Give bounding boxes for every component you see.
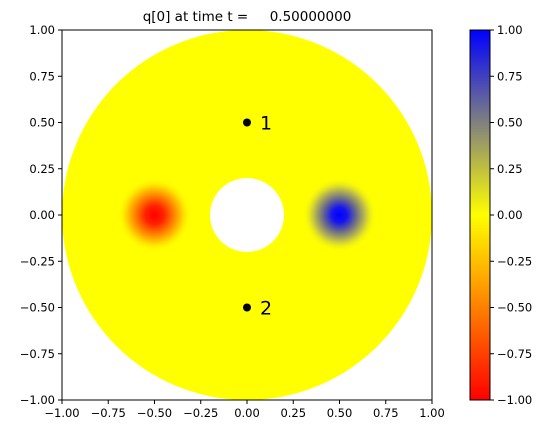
positive-pulse-blob (302, 178, 377, 252)
colorbar-tick-label: −0.50 (497, 301, 532, 315)
x-tick-label: −0.25 (183, 406, 218, 420)
colorbar-tick-label: −0.25 (497, 254, 532, 268)
x-axis: −1.00 −0.75 −0.50 −0.25 0.00 0.25 0.50 0.75 1.00 (44, 400, 445, 420)
y-tick-label: −0.50 (20, 301, 55, 315)
y-tick-label: 0.75 (29, 69, 55, 83)
y-tick-label: 1.00 (29, 23, 55, 37)
x-tick-label: −1.00 (44, 406, 79, 420)
y-tick-label: 0.25 (29, 162, 55, 176)
gauge-point-2 (243, 303, 251, 312)
x-tick-label: 0.75 (373, 406, 399, 420)
x-tick-label: −0.75 (91, 406, 126, 420)
gauge-markers: 12 (243, 113, 272, 320)
y-tick-label: 0.50 (29, 116, 55, 130)
colorbar-tick-label: 1.00 (497, 23, 523, 37)
negative-pulse-blob (117, 178, 192, 252)
y-axis: −1.00 −0.75 −0.50 −0.25 0.00 0.25 0.50 0.75 1.00 (20, 23, 62, 407)
colorbar-axis: 1.00 0.75 0.50 0.25 0.00 −0.25 −0.50 −0.75 −1.00 (490, 23, 532, 407)
x-tick-label: 0.00 (234, 406, 260, 420)
colorbar-tick-label: −1.00 (497, 393, 532, 407)
colorbar-tick-label: 0.75 (497, 69, 523, 83)
x-tick-label: −0.50 (137, 406, 172, 420)
colorbar (469, 29, 491, 401)
chart-title: q[0] at time t = 0.50000000 (143, 9, 352, 25)
gauge-point-1 (243, 118, 251, 127)
y-tick-label: −1.00 (20, 393, 55, 407)
colorbar-tick-label: 0.25 (497, 162, 523, 176)
gauge-label-1: 1 (260, 113, 272, 135)
colorbar-tick-label: −0.75 (497, 347, 532, 361)
annulus-inner-hole (210, 178, 284, 252)
y-tick-label: 0.00 (29, 208, 55, 222)
y-tick-label: −0.25 (20, 254, 55, 268)
y-tick-label: −0.75 (20, 347, 55, 361)
gauge-label-2: 2 (260, 298, 272, 320)
plot-area (62, 30, 432, 400)
colorbar-tick-label: 0.00 (497, 208, 523, 222)
x-tick-label: 0.25 (280, 406, 306, 420)
colorbar-tick-label: 0.50 (497, 116, 523, 130)
x-tick-label: 1.00 (419, 406, 445, 420)
x-tick-label: 0.50 (327, 406, 353, 420)
